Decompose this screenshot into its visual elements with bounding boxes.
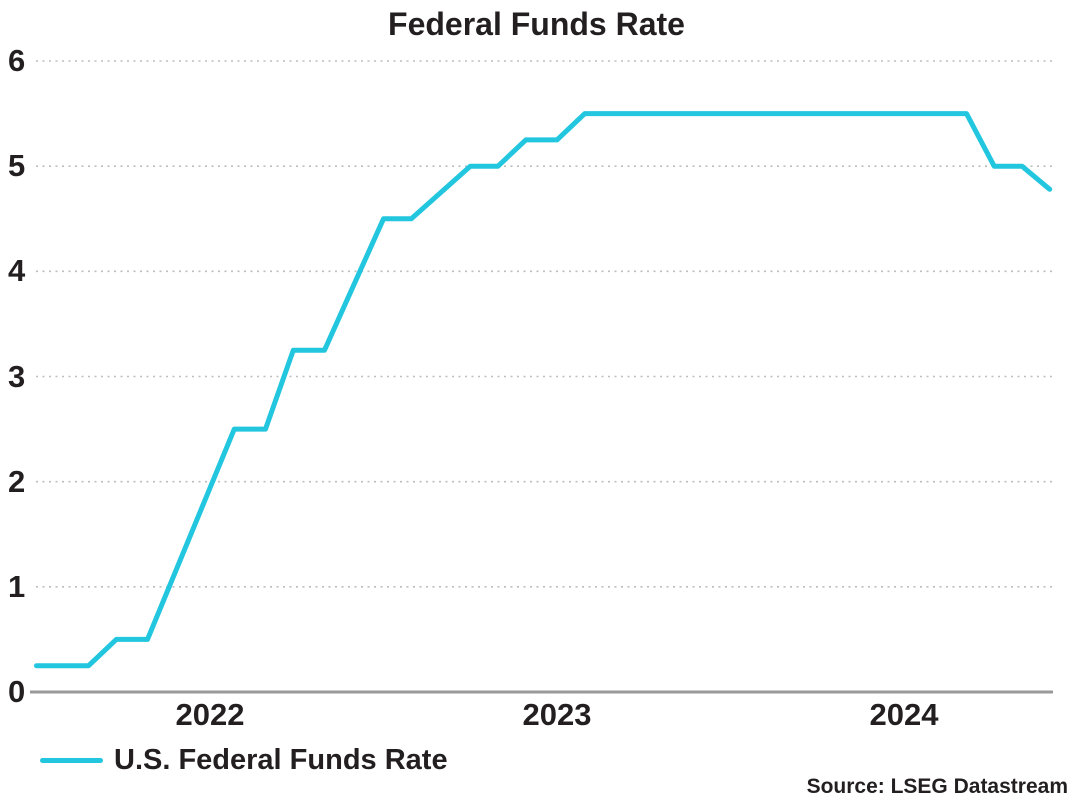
y-tick-label-3: 3 (8, 358, 26, 394)
y-tick-label-2: 2 (8, 463, 26, 499)
x-tick-label-2024: 2024 (869, 697, 939, 732)
y-tick-label-6: 6 (8, 43, 26, 78)
y-tick-label-5: 5 (8, 148, 26, 184)
series-line-0 (34, 111, 1053, 669)
legend: U.S. Federal Funds Rate (40, 744, 448, 777)
y-tick-label-0: 0 (8, 674, 26, 709)
x-tick-label-2022: 2022 (175, 697, 245, 732)
legend-line-swatch (40, 758, 103, 763)
legend-series-label: U.S. Federal Funds Rate (114, 744, 448, 776)
chart-title: Federal Funds Rate (388, 6, 685, 42)
y-tick-label-1: 1 (8, 568, 26, 604)
y-tick-label-4: 4 (8, 253, 26, 289)
x-tick-label-2023: 2023 (522, 697, 592, 732)
source-attribution: Source: LSEG Datastream (806, 775, 1068, 798)
